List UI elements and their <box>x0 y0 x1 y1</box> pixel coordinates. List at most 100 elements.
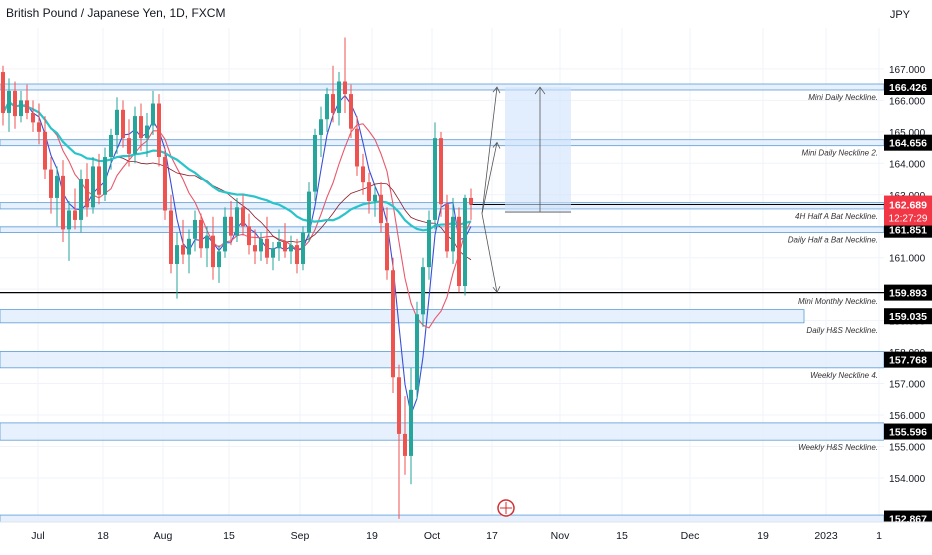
projection-arrow-head <box>492 286 501 294</box>
candle-body <box>139 116 143 139</box>
time-tick-label: 15 <box>223 530 235 542</box>
candle-body <box>43 131 47 170</box>
candle-body <box>313 134 317 192</box>
candle-body <box>67 210 71 230</box>
time-tick-label: 19 <box>366 530 378 542</box>
price-tag <box>884 78 932 95</box>
projection-arrow-head <box>492 86 501 94</box>
time-tick-label: 18 <box>97 530 109 542</box>
target-box <box>505 87 571 213</box>
candle-body <box>157 103 161 158</box>
candle-body <box>271 248 275 258</box>
candle-body <box>223 216 227 252</box>
candle-body <box>199 219 203 249</box>
candle-body <box>61 175 65 230</box>
candle-body <box>445 204 449 252</box>
candle-body <box>19 100 23 117</box>
price-tag-label: 161.851 <box>889 225 927 237</box>
candle-body <box>25 100 29 113</box>
candle-body <box>115 109 119 135</box>
time-tick-label: Nov <box>551 530 570 542</box>
candle-body <box>277 241 281 249</box>
price-tick-label: 155.000 <box>889 442 926 453</box>
candle-body <box>169 210 173 264</box>
candle-body <box>193 219 197 239</box>
candle-body <box>7 90 11 113</box>
time-tick-label: 19 <box>757 530 769 542</box>
target-arrow-head <box>534 86 546 95</box>
candle-body <box>55 175 59 198</box>
candle-body <box>37 122 41 132</box>
price-tick-label: 154.000 <box>889 474 926 485</box>
candle-body <box>385 223 389 271</box>
candle-body <box>301 232 305 264</box>
candle-body <box>97 166 101 195</box>
price-tag <box>884 134 932 151</box>
candle-body <box>229 216 233 236</box>
candle-body <box>379 194 383 224</box>
chart-title: British Pound / Japanese Yen, 1D, FXCM <box>6 6 226 20</box>
price-tag <box>884 221 932 238</box>
price-tag <box>884 284 932 301</box>
candle-body <box>205 235 209 249</box>
candle-body <box>187 238 191 255</box>
candle-body <box>463 197 467 287</box>
candle-body <box>331 94 335 113</box>
candle-body <box>127 138 131 154</box>
neckline-zone <box>0 422 885 441</box>
projection-drawing <box>481 86 571 294</box>
candle-body <box>391 270 395 378</box>
candle-body <box>109 134 113 158</box>
current-price-value: 162.689 <box>889 200 927 212</box>
candle-body <box>439 138 443 205</box>
bar-countdown: 12:27:29 <box>889 214 928 225</box>
time-tick-label: Dec <box>681 530 700 542</box>
candle-body <box>451 216 455 252</box>
candle-body <box>151 103 155 126</box>
candle-body <box>289 245 293 252</box>
candle-body <box>367 182 371 202</box>
neckline-zone <box>0 351 885 369</box>
candle-body <box>421 267 425 315</box>
neckline-zone <box>0 514 885 523</box>
time-axis[interactable]: Jul 18 Aug 15 Sep 19 Oct 17 Nov 15 Dec 19 2023 1 <box>0 521 932 550</box>
time-tick-label: Oct <box>424 530 440 542</box>
candle-body <box>145 125 149 139</box>
zone-label: Daily Half a Bat Neckline. <box>788 236 878 245</box>
price-tag-label: 164.656 <box>889 138 927 150</box>
candle-body <box>469 197 473 205</box>
projection-line <box>481 142 498 214</box>
candle-body <box>1 72 5 113</box>
zone-label: Daily H&S Neckline. <box>806 326 878 335</box>
candle-body <box>253 245 257 252</box>
candle-body <box>427 219 431 268</box>
candle-body <box>175 245 179 264</box>
candle-body <box>397 377 401 434</box>
price-tick-label: 161.000 <box>889 254 926 265</box>
candle-body <box>49 169 53 198</box>
price-tick-label: 157.000 <box>889 380 926 391</box>
projection-line <box>481 87 498 214</box>
candle-body <box>361 166 365 183</box>
event-markers <box>497 499 515 517</box>
zone-labels: Mini Daily Neckline. Mini Daily Neckline … <box>788 93 878 452</box>
time-axis-bg <box>0 522 932 550</box>
time-tick-label: Sep <box>291 530 310 542</box>
candle-body <box>457 216 461 287</box>
current-price-tag <box>884 195 932 226</box>
time-tick-label: 15 <box>616 530 628 542</box>
moving-average-line <box>2 100 472 232</box>
price-axis[interactable]: 167.000166.000165.000164.000163.000162.0… <box>884 0 932 550</box>
candle-body <box>91 166 95 208</box>
candle-body <box>265 238 269 258</box>
price-tag-label: 155.596 <box>889 427 927 439</box>
candle-body <box>415 314 419 390</box>
zone-label: Weekly H&S Neckline. <box>798 443 878 452</box>
candle-body <box>343 81 347 95</box>
candle-body <box>121 109 125 139</box>
price-tick-label: 167.000 <box>889 65 926 76</box>
candle-body <box>85 179 89 208</box>
price-tick-label: 156.000 <box>889 411 926 422</box>
